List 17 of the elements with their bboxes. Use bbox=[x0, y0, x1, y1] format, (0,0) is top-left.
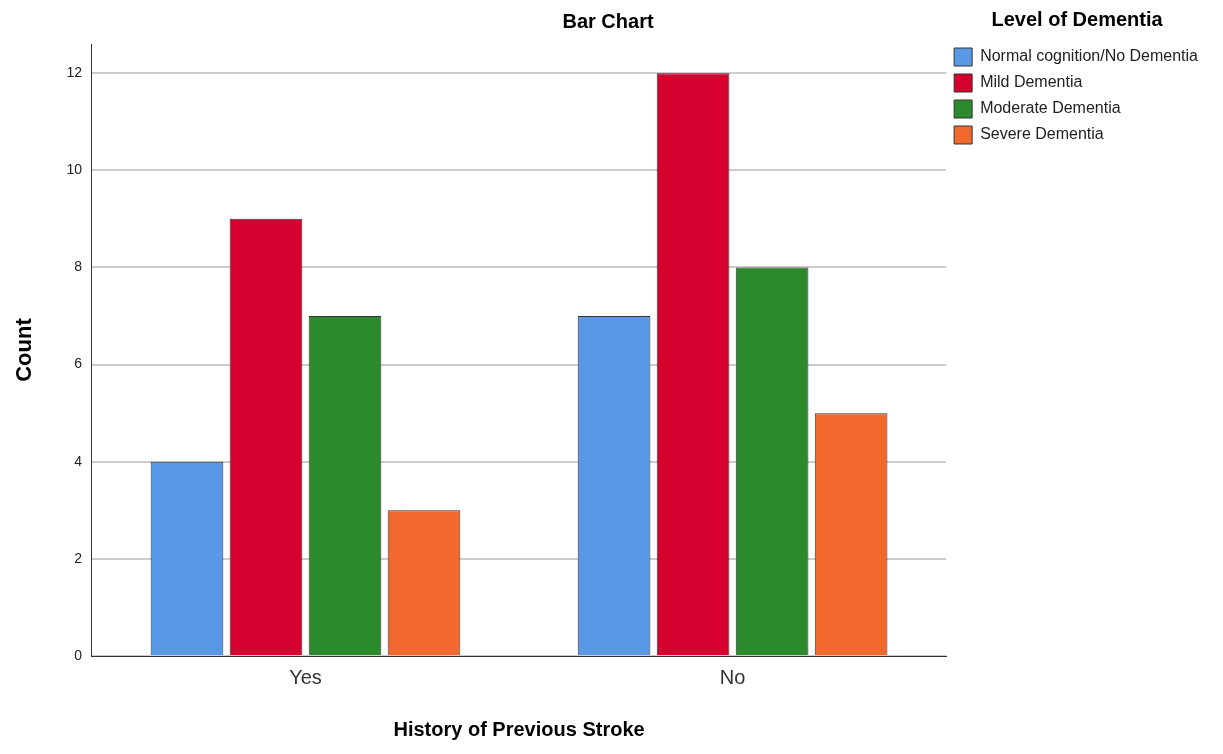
y-tick-label: 0 bbox=[74, 646, 83, 663]
legend-label: Severe Dementia bbox=[980, 125, 1104, 143]
x-tick-label: No bbox=[719, 665, 746, 688]
y-tick-label: 6 bbox=[74, 355, 83, 372]
legend-label: Mild Dementia bbox=[980, 73, 1083, 91]
chart-title: Bar Chart bbox=[562, 9, 654, 32]
legend-title: Level of Dementia bbox=[991, 7, 1164, 30]
x-tick-label: Yes bbox=[289, 665, 322, 688]
y-tick-label: 8 bbox=[74, 258, 83, 275]
legend-label: Moderate Dementia bbox=[980, 99, 1121, 117]
x-axis-title: History of Previous Stroke bbox=[393, 717, 645, 740]
y-tick-label: 4 bbox=[74, 452, 83, 469]
legend-label: Normal cognition/No Dementia bbox=[980, 47, 1199, 65]
y-tick-label: 12 bbox=[66, 64, 83, 80]
y-axis-title: Count bbox=[11, 317, 37, 382]
y-tick-label: 10 bbox=[66, 161, 83, 178]
y-tick-label: 2 bbox=[74, 549, 83, 566]
